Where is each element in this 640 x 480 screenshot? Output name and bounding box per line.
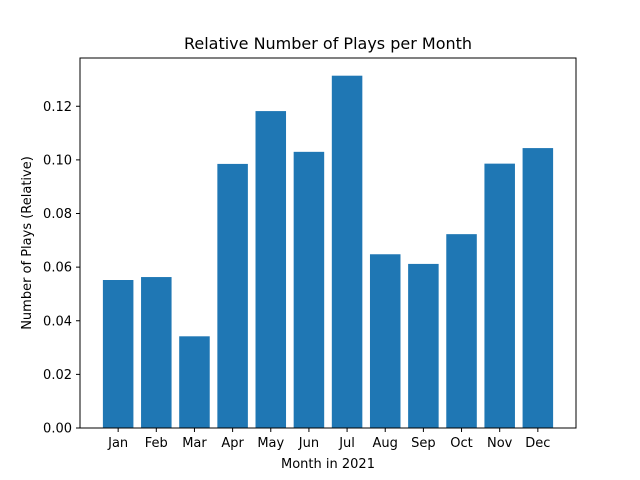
bar-sep (408, 263, 439, 428)
x-tick-label: Aug (373, 436, 398, 451)
x-tick-label: Oct (450, 436, 472, 451)
bar-jun (293, 151, 325, 428)
bar-apr (217, 163, 248, 428)
bars-group (102, 75, 554, 429)
y-axis-label: Number of Plays (Relative) (20, 156, 35, 330)
y-tick-label: 0.04 (43, 314, 72, 329)
y-tick-label: 0.00 (43, 422, 72, 437)
bar-jan (102, 280, 134, 428)
y-tick-label: 0.10 (43, 153, 72, 168)
y-tick-label: 0.02 (43, 368, 72, 383)
x-tick-label: Mar (182, 436, 207, 451)
y-tick-label: 0.08 (43, 207, 72, 222)
y-axis-ticks: 0.00 0.02 0.04 0.06 0.08 0.10 0.12 (43, 100, 80, 437)
bar-feb (141, 277, 172, 428)
plot-frame (79, 57, 577, 429)
x-tick-label: Jun (298, 436, 319, 451)
x-tick-label: Apr (221, 436, 244, 451)
x-axis-label: Month in 2021 (281, 457, 375, 472)
bar-nov (484, 163, 515, 428)
x-axis-ticks: Jan Feb Mar Apr May Jun Jul Aug Sep Oct Nov Dec (107, 428, 550, 451)
x-tick-label: May (257, 436, 284, 451)
x-tick-label: Sep (411, 436, 436, 451)
y-tick-label: 0.06 (43, 261, 72, 276)
bar-mar (179, 336, 210, 428)
x-tick-label: Feb (145, 436, 168, 451)
y-tick-label: 0.12 (43, 100, 72, 115)
bar-jul (331, 75, 363, 429)
bar-may (255, 111, 287, 428)
x-tick-label: Jul (338, 436, 355, 451)
x-tick-label: Jan (107, 436, 128, 451)
chart-title: Relative Number of Plays per Month (184, 34, 472, 53)
bar-dec (522, 148, 554, 428)
bar-oct (446, 234, 477, 428)
bar-aug (369, 254, 401, 428)
x-tick-label: Nov (487, 436, 513, 451)
x-tick-label: Dec (525, 436, 550, 451)
